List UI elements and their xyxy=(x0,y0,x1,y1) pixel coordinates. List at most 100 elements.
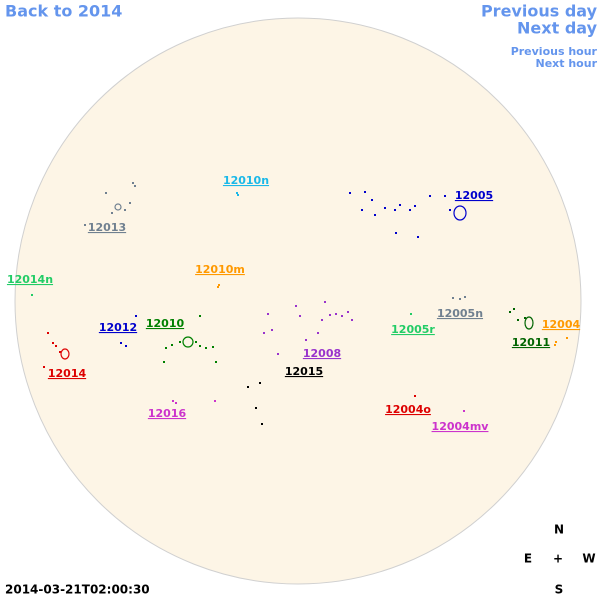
sunspot xyxy=(361,209,363,211)
sunspot xyxy=(329,314,331,316)
sunspot xyxy=(351,319,353,321)
next-day-link[interactable]: Next day xyxy=(517,19,598,38)
sunspot xyxy=(384,207,386,209)
sunspot xyxy=(215,361,217,363)
sunspot xyxy=(444,195,446,197)
region-label[interactable]: 12005n xyxy=(437,307,483,320)
back-link[interactable]: Back to 2014 xyxy=(5,2,122,21)
sunspot xyxy=(199,315,201,317)
region-label[interactable]: 12010n xyxy=(223,174,269,187)
sunspot xyxy=(513,308,515,310)
region-label[interactable]: 12014n xyxy=(7,273,53,286)
region-label[interactable]: 12016 xyxy=(148,407,187,420)
sunspot xyxy=(132,182,134,184)
sunspot xyxy=(417,236,419,238)
sunspot xyxy=(299,315,301,317)
sunspot xyxy=(218,284,220,286)
sunspot xyxy=(172,400,174,402)
region-label[interactable]: 12005 xyxy=(455,189,493,202)
sunspot-group xyxy=(114,203,122,211)
solar-disk xyxy=(14,17,582,585)
next-hour-link[interactable]: Next hour xyxy=(536,57,598,70)
sunspot-group xyxy=(182,336,194,348)
compass-west: W xyxy=(582,552,595,566)
region-label[interactable]: 12010 xyxy=(146,317,185,330)
region-label[interactable]: 12005r xyxy=(391,323,435,336)
sunspot xyxy=(267,313,269,315)
sunspot xyxy=(399,204,401,206)
sunspot xyxy=(374,214,376,216)
region-label[interactable]: 12004mv xyxy=(432,420,490,433)
sunspot xyxy=(295,305,297,307)
sunspot xyxy=(371,199,373,201)
sunspot xyxy=(31,294,33,296)
sunspot xyxy=(165,347,167,349)
region-label[interactable]: 12008 xyxy=(303,347,341,360)
sunspot xyxy=(43,366,45,368)
sunspot xyxy=(59,351,61,353)
sunspot xyxy=(524,317,526,319)
compass-center: + xyxy=(553,552,563,566)
sunspot xyxy=(459,298,461,300)
region-label[interactable]: 12015 xyxy=(285,365,323,378)
sunspot xyxy=(509,311,511,313)
region-label[interactable]: 12013 xyxy=(88,221,126,234)
sunspot xyxy=(237,194,239,196)
sunspot xyxy=(566,337,568,339)
sunspot xyxy=(335,313,337,315)
sunspot xyxy=(111,212,113,214)
sunspot xyxy=(429,195,431,197)
sunspot xyxy=(47,332,49,334)
sunspot xyxy=(364,191,366,193)
sunspot xyxy=(324,301,326,303)
sunspot xyxy=(321,319,323,321)
region-label[interactable]: 12012 xyxy=(99,321,137,334)
sunspot xyxy=(555,341,557,343)
sunspot xyxy=(305,339,307,341)
region-label[interactable]: 12004o xyxy=(385,403,431,416)
sunspot xyxy=(395,232,397,234)
sunspot xyxy=(236,192,238,194)
sunspot xyxy=(214,400,216,402)
sunspot xyxy=(175,402,177,404)
sunspot xyxy=(120,342,122,344)
compass-north: N xyxy=(554,523,564,537)
sunspot-group xyxy=(453,205,467,221)
sunspot-group xyxy=(60,348,70,360)
sunspots xyxy=(31,182,568,425)
sunspot xyxy=(247,386,249,388)
sunspot xyxy=(105,192,107,194)
sunspot xyxy=(217,286,219,288)
region-label[interactable]: 12011 xyxy=(512,336,550,349)
sunspot xyxy=(135,315,137,317)
sunspot xyxy=(449,209,451,211)
region-label[interactable]: 12014 xyxy=(48,367,87,380)
sunspot xyxy=(554,344,556,346)
region-label[interactable]: 12010m xyxy=(195,263,245,276)
sunspot xyxy=(409,209,411,211)
sunspot xyxy=(199,345,201,347)
previous-hour-link[interactable]: Previous hour xyxy=(511,45,598,58)
sunspot xyxy=(347,311,349,313)
sunspot xyxy=(125,345,127,347)
sunspot-group xyxy=(524,316,534,330)
sunspot xyxy=(341,315,343,317)
sunspot xyxy=(134,185,136,187)
timestamp: 2014-03-21T02:00:30 xyxy=(5,583,150,597)
sunspot xyxy=(349,192,351,194)
sunspot xyxy=(171,344,173,346)
sunspot xyxy=(317,332,319,334)
sunspot xyxy=(517,319,519,321)
sunspot xyxy=(259,382,261,384)
sunspot xyxy=(271,329,273,331)
sunspot xyxy=(212,346,214,348)
compass-east: E xyxy=(524,552,532,566)
sunspot xyxy=(452,297,454,299)
sunspot xyxy=(179,341,181,343)
sunspot xyxy=(414,395,416,397)
region-label[interactable]: 12004 xyxy=(542,318,581,331)
sunspot xyxy=(414,205,416,207)
sunspot xyxy=(129,202,131,204)
previous-day-link[interactable]: Previous day xyxy=(481,2,598,21)
